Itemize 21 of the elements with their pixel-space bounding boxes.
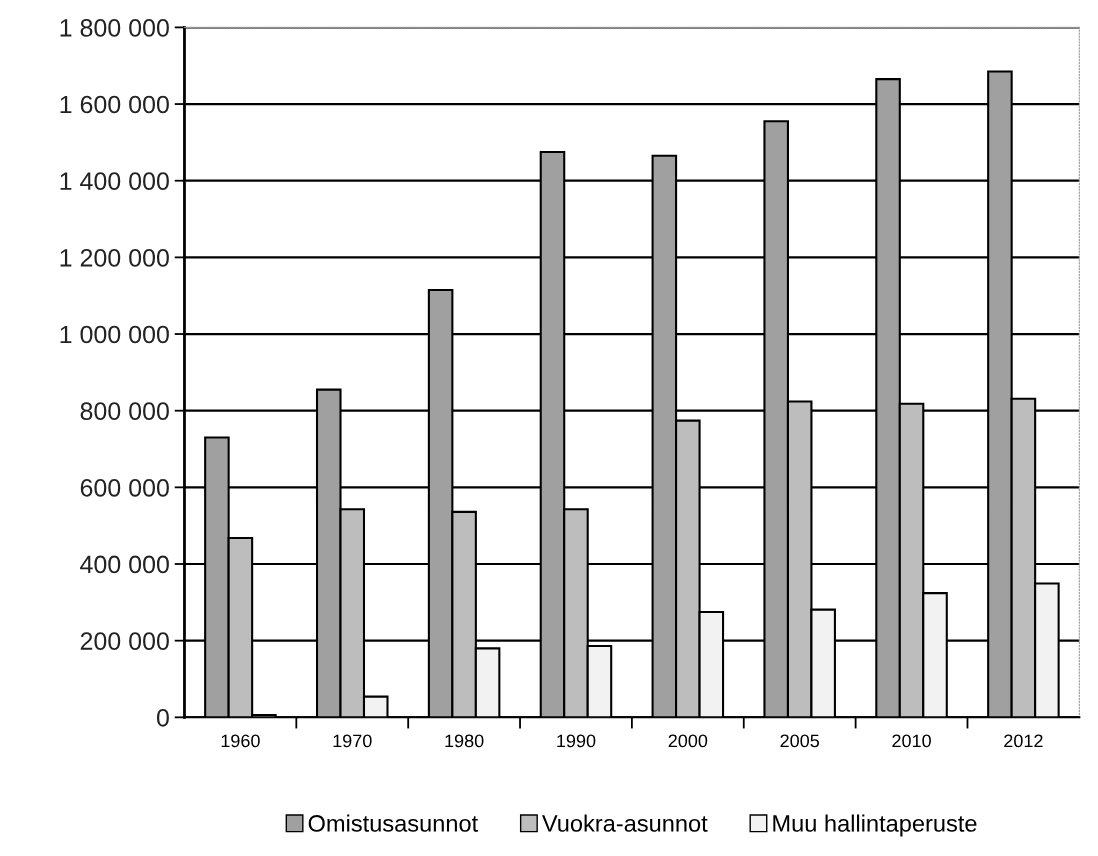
- y-tick-label: 1 600 000: [60, 95, 169, 114]
- y-tick-label: 0: [156, 708, 169, 727]
- y-tick-label: 1 400 000: [60, 172, 169, 191]
- x-tick-label: 1960: [221, 734, 260, 748]
- x-tick-label: 1970: [333, 734, 372, 748]
- x-tick-label: 2005: [780, 734, 820, 748]
- legend-label: Omistusasunnot: [308, 814, 478, 832]
- y-tick-label: 600 000: [80, 478, 169, 497]
- x-tick-label: 2000: [668, 734, 708, 748]
- y-tick-label: 1 000 000: [60, 325, 169, 344]
- x-tick-label: 2012: [1004, 734, 1043, 748]
- y-tick-label: 1 200 000: [60, 248, 169, 267]
- x-tick-label: 1990: [557, 734, 596, 748]
- y-tick-label: 400 000: [80, 555, 169, 574]
- legend-label: Muu hallintaperuste: [773, 814, 977, 837]
- x-tick-label: 1980: [445, 734, 484, 748]
- x-tick-label: 2010: [892, 734, 931, 748]
- y-tick-label: 200 000: [80, 632, 169, 650]
- y-tick-label: 1 800 000: [60, 18, 169, 37]
- y-tick-label: 800 000: [80, 402, 169, 420]
- legend-label: Vuokra-asunnot: [542, 814, 708, 832]
